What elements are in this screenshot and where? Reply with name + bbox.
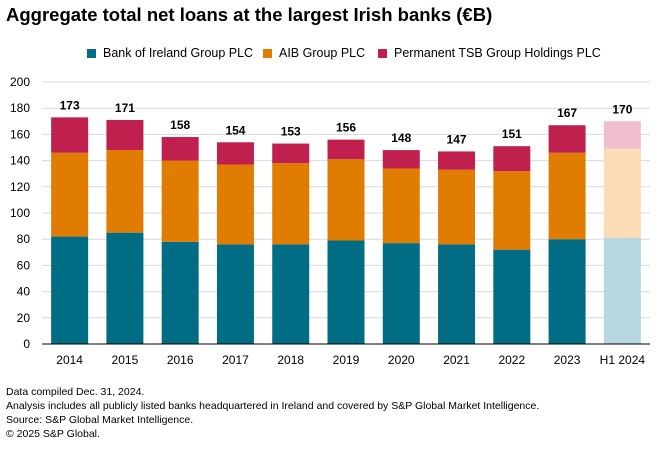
y-tick-label: 180 (10, 101, 30, 115)
bar-segment (438, 151, 476, 170)
bar-segment (327, 139, 365, 160)
bar-segment (51, 117, 89, 153)
bar-segment (327, 240, 365, 344)
footnote-data-compiled: Data compiled Dec. 31, 2024. (6, 386, 145, 398)
chart-title: Aggregate total net loans at the largest… (6, 4, 493, 25)
bar-segment (603, 121, 641, 149)
footnote-copyright: © 2025 S&P Global. (6, 428, 100, 440)
bar-total-label: 147 (447, 132, 467, 146)
x-tick-label: 2021 (443, 353, 470, 367)
bar-segment (161, 241, 199, 344)
bar-segment (438, 169, 476, 245)
footnote-analysis-scope: Analysis includes all publicly listed ba… (6, 400, 540, 412)
bar-segment (51, 236, 89, 344)
x-tick-label: 2020 (388, 353, 415, 367)
legend-label-ptsb: Permanent TSB Group Holdings PLC (394, 46, 601, 60)
bar-segment (603, 148, 641, 238)
bar-total-label: 153 (281, 125, 301, 139)
x-tick-label: 2022 (498, 353, 525, 367)
y-tick-label: 120 (10, 180, 30, 194)
bar-segment (216, 164, 254, 245)
bar-segment (216, 244, 254, 344)
bar-total-label: 173 (60, 98, 80, 112)
bar-segment (106, 150, 144, 233)
bar-segment (272, 244, 310, 344)
x-tick-label: 2019 (333, 353, 360, 367)
y-tick-label: 40 (17, 285, 31, 299)
y-tick-label: 80 (17, 232, 31, 246)
bar-segment (548, 239, 586, 344)
bar-total-label: 156 (336, 121, 356, 135)
y-tick-label: 20 (17, 311, 31, 325)
bar-segment (161, 137, 199, 161)
bar-total-label: 170 (612, 102, 632, 116)
legend-label-bank-of-ireland: Bank of Ireland Group PLC (103, 46, 254, 60)
bar-segment (327, 159, 365, 241)
bar-segment (106, 119, 144, 151)
bar-segment (382, 168, 420, 244)
legend-item-aib: AIB Group PLC (263, 46, 365, 60)
bar-segment (493, 146, 531, 172)
bar-total-label: 158 (170, 118, 190, 132)
x-tick-label: 2014 (56, 353, 83, 367)
legend-label-aib: AIB Group PLC (279, 46, 366, 60)
x-tick-label: 2017 (222, 353, 249, 367)
legend-swatch-bank-of-ireland (87, 48, 96, 58)
bar-segment (603, 237, 641, 344)
legend-item-ptsb: Permanent TSB Group Holdings PLC (378, 46, 601, 60)
x-tick-label: 2015 (112, 353, 139, 367)
chart-legend: Bank of Ireland Group PLC AIB Group PLC … (0, 46, 660, 66)
bar-segment (493, 249, 531, 344)
bar-total-label: 154 (225, 123, 245, 137)
y-tick-label: 0 (23, 337, 30, 351)
bar-segment (272, 143, 310, 164)
x-tick-label: 2023 (554, 353, 581, 367)
x-tick-label: H1 2024 (600, 353, 646, 367)
x-tick-label: 2018 (277, 353, 304, 367)
footnotes: Data compiled Dec. 31, 2024. Analysis in… (6, 385, 539, 441)
legend-swatch-aib (263, 48, 272, 58)
bar-segment (272, 163, 310, 245)
bar-segment (382, 243, 420, 344)
bar-segment (493, 171, 531, 250)
bar-total-label: 148 (391, 131, 411, 145)
x-tick-label: 2016 (167, 353, 194, 367)
bar-total-label: 167 (557, 106, 577, 120)
stacked-bar-chart: 0 20 40 60 80 100 120 140 160 180 200 173 2014 171 201… (10, 75, 650, 367)
legend-item-bank-of-ireland: Bank of Ireland Group PLC (87, 46, 253, 60)
bar-segment (548, 152, 586, 240)
bar-segment (161, 160, 199, 242)
bar-segment (382, 150, 420, 169)
bar-segment (216, 142, 254, 165)
bar-segment (51, 152, 89, 237)
bar-segment (548, 125, 586, 153)
bar-segment (106, 232, 144, 344)
bar-total-label: 151 (502, 127, 522, 141)
y-tick-label: 100 (10, 206, 30, 220)
y-tick-label: 140 (10, 154, 30, 168)
footnote-source: Source: S&P Global Market Intelligence. (6, 414, 194, 426)
legend-swatch-ptsb (378, 48, 387, 58)
bar-segment (438, 244, 476, 344)
bar-total-label: 171 (115, 101, 135, 115)
y-tick-label: 160 (10, 127, 30, 141)
y-tick-label: 60 (17, 258, 31, 272)
y-tick-label: 200 (10, 75, 30, 89)
